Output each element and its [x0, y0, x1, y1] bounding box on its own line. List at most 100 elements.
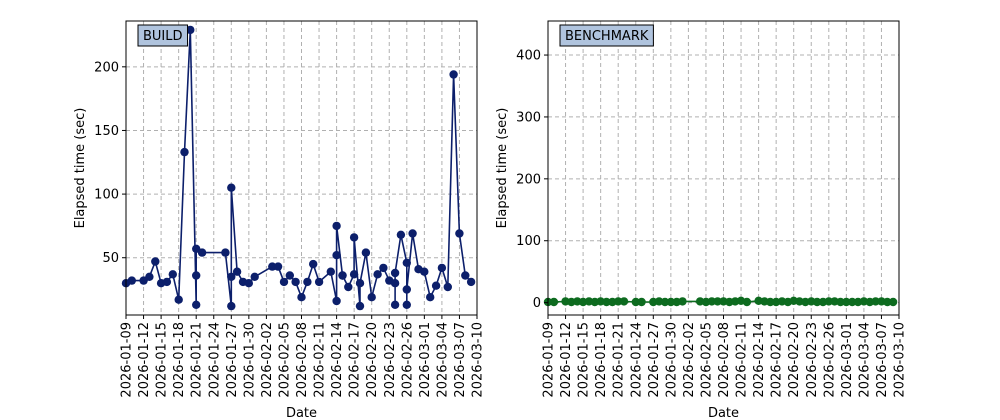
build-point-57 [420, 267, 429, 276]
build-x-tick-label-3: 2026-01-18 [172, 322, 187, 398]
build-point-53 [402, 300, 411, 309]
build-point-43 [361, 248, 371, 257]
build-point-1 [127, 276, 136, 285]
benchmark-x-tick-label-8: 2026-02-02 [682, 322, 697, 398]
build-title-label: BUILD [143, 29, 183, 44]
build-point-14 [197, 248, 207, 257]
build-point-61 [443, 282, 452, 292]
build-x-tick-label-10: 2026-02-08 [295, 322, 310, 398]
benchmark-point-11 [614, 297, 623, 306]
build-point-23 [268, 262, 277, 271]
build-point-31 [314, 277, 324, 287]
build-point-28 [297, 293, 306, 302]
build-point-44 [367, 293, 376, 302]
benchmark-point-24 [713, 297, 722, 306]
build-point-62 [449, 70, 458, 79]
benchmark-x-tick-label-2: 2026-01-15 [577, 322, 592, 398]
benchmark-title-badge [559, 24, 654, 47]
benchmark-y-tick-label-1: 100 [516, 234, 541, 249]
build-point-30 [309, 259, 318, 269]
benchmark-x-tick-label-3: 2026-01-18 [594, 322, 609, 398]
benchmark-title-label: BENCHMARK [565, 29, 649, 44]
benchmark-x-tick-label-19: 2026-03-07 [875, 322, 890, 398]
benchmark-y-tick-label-2: 200 [516, 172, 541, 187]
build-point-63 [455, 229, 464, 238]
build-y-tick-label-1: 100 [94, 188, 119, 203]
build-x-tick-label-2: 2026-01-15 [155, 322, 170, 398]
build-point-52 [402, 258, 411, 267]
benchmark-point-44 [836, 297, 845, 307]
build-x-tick-label-16: 2026-02-26 [400, 322, 415, 398]
benchmark-point-29 [742, 297, 752, 307]
build-point-48 [390, 279, 400, 288]
build-point-39 [349, 270, 359, 279]
benchmark-x-tick-label-9: 2026-02-05 [699, 322, 714, 398]
benchmark-x-tick-label-0: 2026-01-09 [542, 322, 557, 398]
benchmark-point-42 [824, 297, 833, 306]
build-point-58 [426, 293, 435, 302]
build-point-60 [437, 263, 447, 273]
benchmark-point-1 [549, 297, 559, 307]
build-x-tick-label-9: 2026-02-05 [277, 322, 292, 398]
build-point-26 [285, 271, 294, 280]
build-point-10 [186, 25, 195, 35]
build-point-12 [192, 271, 201, 280]
benchmark-y-axis-label: Elapsed time (sec) [495, 108, 510, 229]
build-point-21 [244, 279, 253, 288]
benchmark-x-tick-label-14: 2026-02-20 [787, 322, 802, 398]
build-point-8 [174, 295, 183, 304]
build-point-33 [332, 296, 341, 306]
build-x-tick-label-20: 2026-03-10 [471, 322, 486, 398]
build-point-25 [279, 277, 289, 287]
build-point-17 [227, 272, 236, 281]
benchmark-point-9 [602, 297, 611, 307]
build-point-55 [408, 229, 417, 238]
build-x-tick-label-12: 2026-02-14 [330, 322, 345, 398]
build-point-6 [162, 277, 172, 287]
build-x-tick-label-4: 2026-01-21 [190, 322, 205, 398]
benchmark-x-tick-label-7: 2026-01-30 [664, 322, 679, 398]
build-point-64 [461, 271, 470, 280]
build-point-15 [221, 248, 230, 257]
build-point-4 [151, 257, 160, 266]
build-y-tick-label-0: 50 [102, 251, 119, 266]
benchmark-point-50 [871, 297, 880, 306]
benchmark-point-52 [883, 297, 892, 307]
build-point-29 [303, 277, 312, 287]
build-point-9 [180, 147, 189, 157]
build-x-tick-label-5: 2026-01-24 [207, 322, 222, 398]
build-point-16 [227, 301, 236, 311]
build-point-50 [390, 268, 400, 278]
build-point-24 [273, 262, 283, 271]
build-point-37 [338, 271, 347, 280]
build-point-65 [466, 277, 476, 287]
benchmark-point-14 [637, 297, 646, 307]
build-series-line [125, 29, 472, 307]
build-point-51 [396, 230, 406, 239]
build-x-tick-label-7: 2026-01-30 [242, 322, 257, 398]
benchmark-x-tick-label-11: 2026-02-11 [735, 322, 750, 398]
build-point-41 [355, 301, 365, 311]
benchmark-point-13 [631, 297, 640, 307]
build-point-45 [373, 270, 382, 279]
build-point-19 [232, 267, 242, 276]
build-y-axis-label: Elapsed time (sec) [73, 108, 88, 229]
benchmark-x-tick-label-17: 2026-03-01 [840, 322, 855, 398]
build-x-tick-label-19: 2026-03-07 [453, 322, 468, 398]
benchmark-point-23 [707, 297, 716, 306]
benchmark-x-tick-label-18: 2026-03-04 [857, 322, 872, 398]
benchmark-x-tick-label-20: 2026-03-10 [893, 322, 908, 398]
build-point-3 [145, 272, 154, 281]
build-x-tick-label-15: 2026-02-23 [383, 322, 398, 398]
benchmark-x-axis-label: Date [708, 406, 739, 420]
benchmark-point-12 [619, 297, 629, 306]
build-x-tick-label-1: 2026-01-12 [137, 322, 152, 398]
build-x-tick-label-11: 2026-02-11 [313, 322, 328, 398]
benchmark-x-tick-label-1: 2026-01-12 [559, 322, 574, 398]
build-point-27 [291, 277, 300, 287]
benchmark-x-tick-label-10: 2026-02-08 [717, 322, 732, 398]
build-x-tick-label-13: 2026-02-17 [348, 322, 363, 398]
build-x-tick-label-8: 2026-02-02 [260, 322, 275, 398]
benchmark-point-20 [678, 297, 687, 306]
build-point-40 [349, 233, 359, 242]
